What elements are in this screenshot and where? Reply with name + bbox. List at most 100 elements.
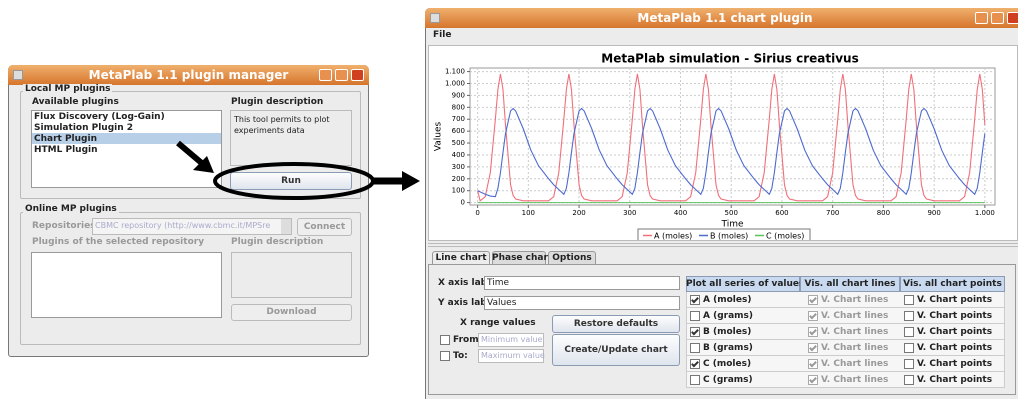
y-tick-label: 300 bbox=[452, 163, 465, 171]
checkbox[interactable] bbox=[904, 311, 914, 321]
y-axis-label: Values bbox=[434, 121, 444, 151]
checkbox[interactable] bbox=[440, 351, 450, 361]
x-tick-label: 300 bbox=[623, 209, 636, 217]
splitter bbox=[428, 243, 1018, 247]
lines-option[interactable]: V. Chart lines bbox=[821, 375, 888, 385]
lines-option[interactable]: V. Chart lines bbox=[821, 327, 888, 337]
window-control[interactable] bbox=[975, 12, 988, 24]
chart: MetaPlab simulation - Sirius creativus 0 1… bbox=[428, 45, 1018, 240]
series-name[interactable]: A (grams) bbox=[703, 311, 753, 321]
button-label[interactable]: Restore defaults bbox=[552, 315, 680, 333]
y-tick-label: 800 bbox=[452, 103, 465, 111]
button-label[interactable]: Create/Update chart bbox=[552, 334, 680, 366]
series-name[interactable]: A (moles) bbox=[703, 295, 751, 305]
x-tick-label: 600 bbox=[775, 209, 788, 217]
checkbox[interactable] bbox=[904, 327, 914, 337]
checkbox[interactable] bbox=[440, 335, 450, 345]
list-item[interactable]: Flux Discovery (Log-Gain) bbox=[34, 112, 165, 122]
label: Plugin description bbox=[231, 97, 323, 107]
checkbox[interactable] bbox=[690, 343, 700, 353]
window-control[interactable] bbox=[351, 69, 364, 81]
lines-option[interactable]: V. Chart lines bbox=[821, 311, 888, 321]
window-title: MetaPlab 1.1 chart plugin bbox=[425, 8, 1018, 28]
window-control[interactable] bbox=[335, 69, 348, 81]
header-label[interactable]: Plot all series of values bbox=[686, 279, 800, 289]
points-option[interactable]: V. Chart points bbox=[917, 375, 992, 385]
legend-label: B (moles) bbox=[710, 232, 748, 241]
y-tick-label: 100 bbox=[452, 187, 465, 195]
checkbox[interactable] bbox=[690, 311, 700, 321]
window-control[interactable] bbox=[991, 12, 1004, 24]
checkbox[interactable] bbox=[904, 359, 914, 369]
placeholder[interactable]: Maximum value bbox=[481, 351, 545, 360]
x-tick-label: 200 bbox=[572, 209, 585, 217]
window-title: MetaPlab 1.1 plugin manager bbox=[8, 65, 369, 85]
tab-label[interactable]: Line chart bbox=[432, 253, 490, 263]
series-name[interactable]: C (moles) bbox=[703, 359, 751, 369]
x-tick-label: 400 bbox=[674, 209, 687, 217]
series-name[interactable]: C (grams) bbox=[703, 375, 753, 385]
y-tick-label: 1.000 bbox=[445, 79, 465, 87]
y-tick-label: 200 bbox=[452, 175, 465, 183]
label: Plugins of the selected repository bbox=[32, 237, 204, 247]
checkbox[interactable] bbox=[904, 295, 914, 305]
button-label[interactable]: Download bbox=[231, 304, 352, 321]
list-item[interactable]: Chart Plugin bbox=[34, 134, 97, 144]
x-tick-label: 500 bbox=[725, 209, 738, 217]
points-option[interactable]: V. Chart points bbox=[917, 343, 992, 353]
y-tick-label: 1.100 bbox=[445, 68, 465, 76]
lines-option[interactable]: V. Chart lines bbox=[821, 343, 888, 353]
lines-option[interactable]: V. Chart lines bbox=[821, 359, 888, 369]
tab-label[interactable]: Phase chart bbox=[492, 253, 546, 263]
points-option[interactable]: V. Chart points bbox=[917, 327, 992, 337]
points-option[interactable]: V. Chart points bbox=[917, 311, 992, 321]
chart-title: MetaPlab simulation - Sirius creativus bbox=[601, 52, 858, 66]
button-label[interactable]: Connect bbox=[297, 218, 352, 236]
x-tick-label: 800 bbox=[877, 209, 890, 217]
checkbox[interactable] bbox=[690, 375, 700, 385]
header-label[interactable]: Vis. all chart points bbox=[900, 279, 1005, 289]
header-label[interactable]: Vis. all chart lines bbox=[800, 279, 900, 289]
lines-option[interactable]: V. Chart lines bbox=[821, 295, 888, 305]
list-item[interactable]: HTML Plugin bbox=[34, 145, 98, 155]
text-field-value[interactable]: Time bbox=[487, 278, 509, 288]
x-tick-label: 900 bbox=[927, 209, 940, 217]
combo-arrow bbox=[281, 219, 291, 234]
legend-label: A (moles) bbox=[654, 232, 692, 241]
x-tick-label: 1.000 bbox=[975, 209, 995, 217]
flow-arrow-head bbox=[402, 171, 420, 191]
placeholder[interactable]: Minimum value bbox=[481, 335, 542, 344]
label: Repositories bbox=[32, 221, 96, 231]
label: To: bbox=[453, 351, 468, 361]
y-tick-label: 700 bbox=[452, 115, 465, 123]
y-tick-label: 0 bbox=[461, 199, 465, 207]
combo-value[interactable]: CBMC repository (http://www.cbmc.it/MPSr… bbox=[95, 221, 275, 230]
x-tick-label: 0 bbox=[475, 209, 479, 217]
x-axis-label: Time bbox=[720, 220, 743, 230]
x-tick-label: 700 bbox=[826, 209, 839, 217]
menu-item[interactable]: File bbox=[433, 30, 451, 40]
screen: MetaPlab simulation - Sirius creativus 0 1… bbox=[0, 0, 1018, 399]
group-label: Local MP plugins bbox=[23, 84, 112, 94]
points-option[interactable]: V. Chart points bbox=[917, 295, 992, 305]
window-control[interactable] bbox=[1007, 12, 1018, 24]
text-field[interactable] bbox=[484, 276, 680, 290]
x-tick-label: 100 bbox=[522, 209, 535, 217]
y-tick-label: 500 bbox=[452, 139, 465, 147]
text-field-value[interactable]: Values bbox=[487, 298, 516, 308]
series-name[interactable]: B (grams) bbox=[703, 343, 753, 353]
list-item[interactable]: Simulation Plugin 2 bbox=[34, 123, 133, 133]
tab-label[interactable]: Options bbox=[548, 253, 596, 263]
y-tick-label: 600 bbox=[452, 127, 465, 135]
checkbox[interactable] bbox=[904, 375, 914, 385]
group-label: Online MP plugins bbox=[23, 204, 119, 214]
points-option[interactable]: V. Chart points bbox=[917, 359, 992, 369]
series-name[interactable]: B (moles) bbox=[703, 327, 751, 337]
y-tick-label: 900 bbox=[452, 91, 465, 99]
label: Available plugins bbox=[32, 97, 119, 107]
label: Plugin description bbox=[231, 237, 323, 247]
description: This tool permits to plot experiments da… bbox=[234, 114, 346, 136]
window-control[interactable] bbox=[319, 69, 332, 81]
button-label[interactable]: Run bbox=[230, 172, 352, 190]
checkbox[interactable] bbox=[904, 343, 914, 353]
